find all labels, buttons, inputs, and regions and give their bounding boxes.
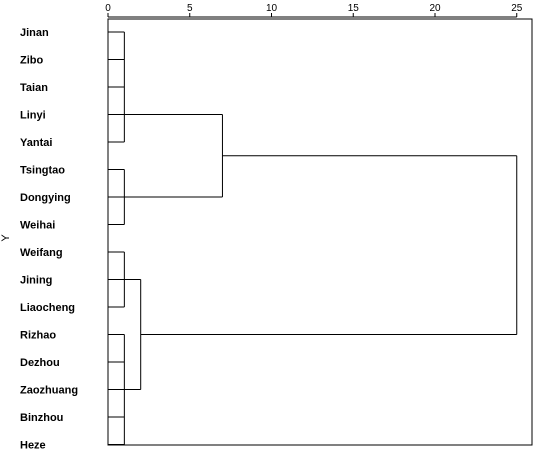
leaf-label-jining: Jining [20, 275, 52, 287]
leaf-label-yantai: Yantai [20, 137, 52, 149]
leaf-label-dongying: Dongying [20, 192, 71, 204]
leaf-label-rizhao: Rizhao [20, 330, 56, 342]
leaf-label-zibo: Zibo [20, 55, 43, 67]
x-tick-label-15: 15 [348, 3, 360, 14]
leaf-label-zaozhuang: Zaozhuang [20, 385, 78, 397]
x-tick-label-5: 5 [187, 3, 193, 14]
y-axis-label: Y [0, 234, 12, 242]
x-tick-label-10: 10 [266, 3, 278, 14]
leaf-label-tsingtao: Tsingtao [20, 165, 65, 177]
leaf-label-dezhou: Dezhou [20, 357, 60, 369]
plot-frame [107, 18, 533, 446]
leaf-labels: Jinan Zibo Taian Linyi Yantai Tsingtao Dongyin… [20, 27, 78, 452]
leaf-label-jinan: Jinan [20, 27, 49, 39]
leaf-label-linyi: Linyi [20, 110, 46, 122]
leaf-label-binzhou: Binzhou [20, 412, 63, 424]
leaf-label-heze: Heze [20, 440, 46, 452]
leaf-label-liaocheng: Liaocheng [20, 302, 75, 314]
leaf-label-taian: Taian [20, 82, 48, 94]
plot-area [107, 18, 533, 446]
x-tick-label-25: 25 [511, 3, 523, 14]
leaf-label-weifang: Weifang [20, 247, 63, 259]
x-tick-label-0: 0 [105, 3, 111, 14]
x-axis: 0 5 10 15 20 25 [105, 3, 523, 18]
leaf-label-weihai: Weihai [20, 220, 55, 232]
x-tick-label-20: 20 [429, 3, 441, 14]
